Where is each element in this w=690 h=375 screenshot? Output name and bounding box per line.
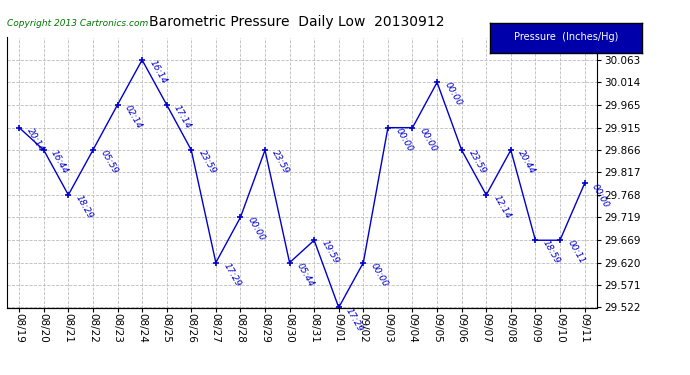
Text: 16:44: 16:44 — [49, 148, 70, 176]
Text: 00:00: 00:00 — [393, 126, 414, 153]
Text: Pressure  (Inches/Hg): Pressure (Inches/Hg) — [513, 33, 618, 42]
Text: 20:14: 20:14 — [25, 126, 46, 153]
Text: 23:59: 23:59 — [270, 148, 291, 176]
Text: 18:59: 18:59 — [541, 239, 562, 266]
Text: 18:29: 18:29 — [74, 194, 95, 220]
Text: 00:00: 00:00 — [246, 216, 267, 243]
Text: 00:00: 00:00 — [418, 126, 439, 153]
Text: 05:44: 05:44 — [295, 261, 316, 288]
Text: 12:14: 12:14 — [492, 194, 513, 220]
Text: 23:59: 23:59 — [467, 148, 488, 176]
Text: 19:59: 19:59 — [319, 239, 341, 266]
Text: 00:00: 00:00 — [590, 182, 611, 209]
Text: 02:14: 02:14 — [123, 104, 144, 130]
Text: 00:00: 00:00 — [442, 81, 464, 108]
Text: 17:29: 17:29 — [344, 306, 365, 333]
Text: 20:44: 20:44 — [516, 148, 538, 176]
Text: 05:59: 05:59 — [99, 148, 119, 176]
Text: 23:59: 23:59 — [197, 148, 217, 176]
Text: 00:00: 00:00 — [369, 261, 390, 288]
Text: 00:11: 00:11 — [566, 239, 586, 266]
Text: 17:29: 17:29 — [221, 261, 242, 288]
Text: Barometric Pressure  Daily Low  20130912: Barometric Pressure Daily Low 20130912 — [149, 15, 444, 29]
Text: 17:14: 17:14 — [172, 104, 193, 130]
Text: 16:14: 16:14 — [148, 58, 168, 86]
Text: Copyright 2013 Cartronics.com: Copyright 2013 Cartronics.com — [7, 19, 148, 28]
